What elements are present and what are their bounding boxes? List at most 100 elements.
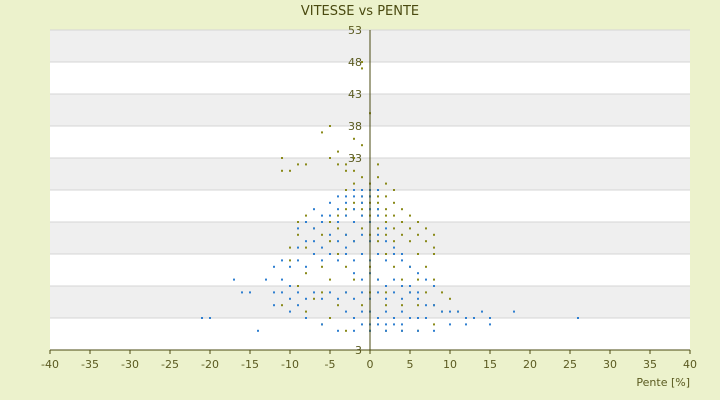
data-point — [289, 246, 291, 249]
data-point — [249, 291, 251, 294]
data-point — [393, 317, 395, 319]
data-point — [385, 208, 387, 211]
data-point — [345, 329, 347, 332]
data-point — [313, 227, 315, 230]
data-point — [385, 182, 387, 185]
data-point — [361, 176, 363, 179]
data-point — [409, 240, 411, 243]
data-point — [337, 297, 339, 300]
data-point — [337, 240, 339, 243]
data-point — [289, 265, 291, 268]
x-tick-label: 25 — [563, 358, 577, 371]
data-point — [385, 285, 387, 287]
data-point — [385, 195, 387, 198]
data-point — [361, 195, 363, 198]
data-point — [337, 221, 339, 223]
data-point — [337, 214, 339, 217]
data-point — [401, 310, 403, 313]
data-point — [281, 291, 283, 294]
data-point — [345, 201, 347, 204]
data-point — [361, 323, 363, 326]
data-point — [345, 291, 347, 294]
data-point — [353, 240, 355, 243]
data-point — [425, 278, 427, 281]
data-point — [577, 317, 579, 319]
data-point — [329, 240, 331, 243]
data-point — [393, 227, 395, 230]
data-point — [305, 221, 307, 223]
data-point — [281, 278, 283, 281]
data-point — [201, 317, 203, 319]
data-point — [353, 259, 355, 262]
data-point — [385, 253, 387, 255]
data-point — [417, 278, 419, 281]
data-point — [353, 208, 355, 211]
data-point — [441, 310, 443, 313]
data-point — [345, 310, 347, 313]
data-point — [289, 310, 291, 313]
data-point — [321, 221, 323, 223]
data-point — [393, 323, 395, 326]
data-point — [401, 278, 403, 281]
data-point — [393, 214, 395, 217]
data-point — [393, 291, 395, 294]
data-point — [329, 253, 331, 255]
data-point — [345, 253, 347, 255]
data-point — [377, 163, 379, 166]
data-point — [353, 221, 355, 223]
x-tick-label: -35 — [81, 358, 99, 371]
data-point — [353, 169, 355, 172]
data-point — [377, 214, 379, 217]
data-point — [313, 240, 315, 243]
data-point — [361, 214, 363, 217]
data-point — [417, 221, 419, 223]
data-point — [425, 317, 427, 319]
data-point — [329, 214, 331, 217]
x-tick-label: 0 — [367, 358, 374, 371]
data-point — [489, 317, 491, 319]
data-point — [345, 163, 347, 166]
data-point — [417, 329, 419, 332]
data-point — [417, 272, 419, 275]
y-tick-label: 38 — [348, 120, 362, 133]
data-point — [385, 329, 387, 332]
data-point — [361, 278, 363, 281]
x-tick-label: -30 — [121, 358, 139, 371]
data-point — [353, 182, 355, 185]
data-point — [393, 189, 395, 191]
data-point — [337, 195, 339, 198]
data-point — [393, 278, 395, 281]
data-point — [273, 291, 275, 294]
data-point — [393, 265, 395, 268]
data-point — [393, 240, 395, 243]
data-point — [473, 317, 475, 319]
data-point — [281, 259, 283, 262]
data-point — [321, 265, 323, 268]
x-tick-label: -25 — [161, 358, 179, 371]
data-point — [297, 227, 299, 230]
data-point — [377, 195, 379, 198]
x-tick-label: -40 — [41, 358, 59, 371]
data-point — [337, 304, 339, 307]
data-point — [361, 189, 363, 191]
data-point — [353, 272, 355, 275]
data-point — [409, 285, 411, 287]
x-tick-label: 5 — [407, 358, 414, 371]
data-point — [345, 189, 347, 191]
y-tick-label: 48 — [348, 56, 362, 69]
data-point — [297, 233, 299, 236]
data-point — [385, 304, 387, 307]
data-point — [465, 323, 467, 326]
data-point — [313, 297, 315, 300]
data-point — [385, 323, 387, 326]
data-point — [385, 291, 387, 294]
data-point — [377, 176, 379, 179]
data-point — [377, 208, 379, 211]
data-point — [401, 253, 403, 255]
data-point — [337, 208, 339, 211]
data-point — [257, 329, 259, 332]
data-point — [417, 297, 419, 300]
data-point — [233, 278, 235, 281]
data-point — [409, 317, 411, 319]
data-point — [313, 291, 315, 294]
